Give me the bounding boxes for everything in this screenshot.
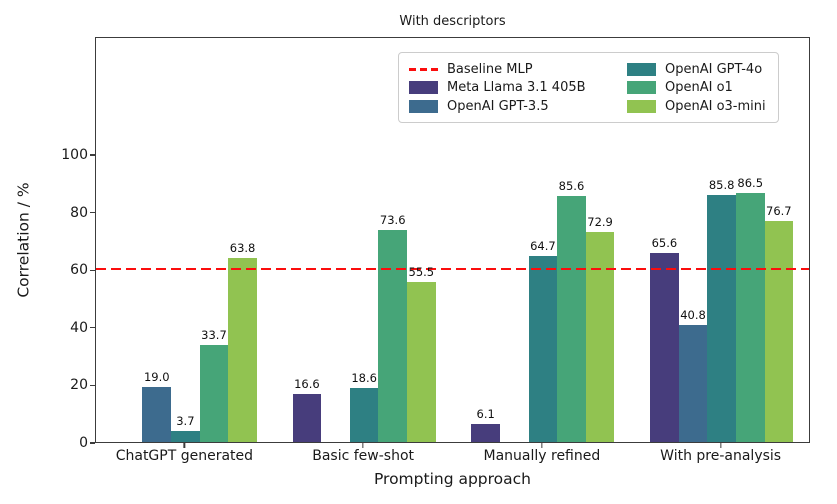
bar-value-label: 65.6: [651, 236, 678, 251]
bar-value-label: 3.7: [176, 414, 195, 429]
y-tick-mark: [90, 269, 95, 271]
legend-color-swatch-icon: [409, 99, 438, 113]
legend-color-swatch-icon: [627, 81, 656, 94]
x-tick-mark: [541, 443, 543, 448]
bar: [407, 282, 436, 442]
bar: [650, 253, 679, 442]
legend-color-swatch-icon: [409, 81, 438, 94]
y-tick-label: 100: [61, 147, 88, 164]
legend: Baseline MLP Meta Llama 3.1 405B OpenAI GP…: [398, 52, 779, 123]
bar: [528, 255, 558, 442]
bar-value-label: 33.7: [201, 327, 227, 342]
bar: [678, 324, 708, 442]
y-axis-label-text: Correlation / %: [15, 182, 33, 298]
y-tick-label: 40: [70, 319, 88, 336]
y-tick-label: 0: [79, 435, 88, 451]
bar-value-label: 16.6: [294, 377, 320, 392]
x-tick-mark: [719, 443, 722, 448]
bar-value-label: 40.8: [680, 307, 706, 322]
baseline-line: [96, 268, 809, 271]
x-tick-label: Manually refined: [483, 448, 601, 464]
legend-item: OpenAI GPT-3.5: [409, 97, 627, 115]
x-tick-label: ChatGPT generated: [115, 448, 254, 464]
bar: [707, 194, 736, 442]
legend-item-label: Baseline MLP: [447, 61, 533, 77]
legend-item: OpenAI GPT-4o: [627, 60, 768, 78]
bar: [171, 431, 200, 442]
bar-value-label: 19.0: [143, 370, 170, 385]
bar: [557, 195, 586, 442]
y-tick-label: 60: [70, 262, 88, 279]
bar-value-label: 76.7: [766, 204, 792, 219]
bar: [471, 424, 500, 442]
x-tick-label: Basic few-shot: [312, 448, 415, 464]
bar-value-label: 72.9: [587, 215, 613, 230]
chart-title: With descriptors: [399, 14, 506, 29]
legend-item-label: OpenAI GPT-4o: [665, 61, 763, 77]
y-tick-mark: [90, 154, 95, 156]
legend-item: Meta Llama 3.1 405B: [409, 79, 627, 97]
x-axis-label: Prompting approach: [373, 470, 532, 488]
legend-color-swatch-icon: [627, 62, 656, 76]
x-tick-mark: [362, 443, 364, 448]
x-tick-mark: [183, 443, 186, 448]
bar: [292, 394, 322, 442]
legend-dash-swatch-icon: [409, 67, 438, 71]
legend-item-label: Meta Llama 3.1 405B: [447, 80, 586, 95]
bar-value-label: 85.8: [708, 177, 735, 192]
y-tick-mark: [90, 327, 95, 329]
legend-item: OpenAI o3-mini: [627, 97, 768, 115]
bar-value-label: 86.5: [737, 175, 764, 190]
bar-value-label: 55.5: [408, 265, 435, 280]
bar-value-label: 64.7: [530, 238, 556, 253]
legend-color-swatch-icon: [627, 99, 656, 113]
legend-item-label: OpenAI o3-mini: [665, 98, 766, 114]
bar: [764, 221, 794, 442]
y-tick-label: 80: [70, 204, 88, 221]
bar: [199, 344, 229, 442]
x-tick-label: With pre-analysis: [660, 448, 782, 464]
bar-value-label: 63.8: [229, 241, 256, 256]
legend-item-label: OpenAI o1: [665, 80, 733, 95]
legend-column: Baseline MLP Meta Llama 3.1 405B OpenAI GP…: [409, 60, 627, 115]
legend-item-label: OpenAI GPT-3.5: [447, 98, 549, 114]
y-tick-mark: [90, 442, 95, 444]
legend-column: OpenAI GPT-4o OpenAI o1 OpenAI o3-mini: [627, 60, 768, 115]
bar: [378, 230, 408, 442]
y-tick-label: 20: [70, 377, 88, 394]
bar-value-label: 18.6: [351, 371, 377, 386]
bar-value-label: 85.6: [558, 178, 585, 193]
y-tick-mark: [90, 211, 95, 214]
legend-item: Baseline MLP: [409, 60, 627, 78]
bar: [142, 387, 172, 442]
legend-item: OpenAI o1: [627, 79, 768, 97]
bar-value-label: 6.1: [476, 407, 495, 422]
bar: [228, 258, 257, 442]
bar: [585, 232, 615, 442]
bar: [349, 388, 379, 442]
y-tick-mark: [90, 384, 95, 387]
bar: [735, 192, 765, 442]
bar-value-label: 73.6: [379, 213, 406, 228]
